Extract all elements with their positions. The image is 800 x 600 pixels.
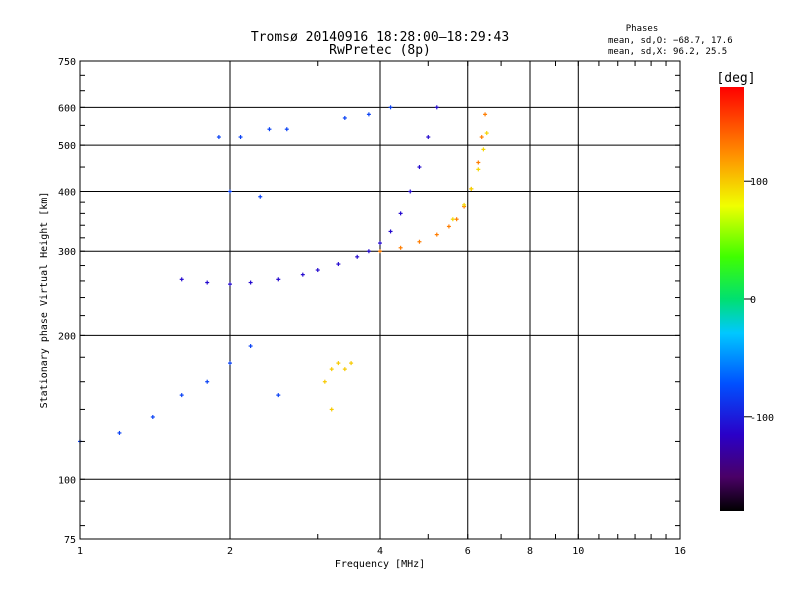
echo-point bbox=[276, 277, 281, 282]
echo-point bbox=[349, 361, 354, 366]
echo-point bbox=[336, 361, 341, 366]
echo-point bbox=[417, 239, 422, 244]
echo-point bbox=[398, 211, 403, 216]
colorbar-tick-label: 0 bbox=[750, 295, 756, 306]
echo-point bbox=[179, 393, 184, 398]
phases-heading: Phases bbox=[626, 24, 659, 34]
echo-point bbox=[462, 202, 467, 207]
echo-point bbox=[248, 344, 253, 349]
echo-point bbox=[484, 131, 489, 136]
echo-point bbox=[336, 262, 341, 267]
x-tick-label: 2 bbox=[227, 546, 233, 557]
echo-point bbox=[238, 135, 243, 140]
y-tick-label: 600 bbox=[58, 103, 76, 114]
y-tick-label: 750 bbox=[58, 57, 76, 68]
chart-title: Tromsø 20140916 18:28:00–18:29:43 bbox=[251, 30, 509, 45]
x-axis-label: Frequency [MHz] bbox=[335, 559, 425, 570]
echo-point bbox=[117, 430, 122, 435]
echo-point bbox=[342, 367, 347, 372]
echo-point bbox=[342, 115, 347, 120]
phases-box: Phases mean, sd,O: −68.7, 17.6 mean, sd,… bbox=[608, 24, 733, 57]
y-tick-label: 500 bbox=[58, 141, 76, 152]
echo-point bbox=[479, 135, 484, 140]
echo-point bbox=[248, 280, 253, 285]
echo-point bbox=[366, 112, 371, 117]
echo-point bbox=[434, 105, 439, 110]
echo-point bbox=[228, 361, 232, 366]
phases-line-x: mean, sd,X: 96.2, 25.5 bbox=[608, 47, 727, 57]
echo-point bbox=[476, 167, 481, 172]
chart-subtitle: RwPretec (8p) bbox=[329, 43, 431, 58]
x-tick-label: 8 bbox=[527, 546, 533, 557]
echo-point bbox=[454, 217, 459, 222]
echo-point bbox=[322, 379, 327, 384]
echo-point bbox=[388, 229, 393, 234]
echo-point bbox=[329, 367, 334, 372]
colorbar-tick-label: -100 bbox=[750, 413, 774, 424]
x-tick-label: 1 bbox=[77, 546, 83, 557]
x-tick-label: 4 bbox=[377, 546, 383, 557]
echo-point bbox=[450, 217, 455, 222]
y-tick-label: 100 bbox=[58, 475, 76, 486]
echo-point bbox=[216, 135, 221, 140]
colorbar-tick-label: 100 bbox=[750, 177, 768, 188]
echo-point bbox=[329, 407, 334, 412]
plot-frame bbox=[79, 60, 681, 540]
echo-point bbox=[434, 232, 439, 237]
echo-point bbox=[378, 249, 382, 254]
echo-point bbox=[483, 112, 488, 117]
echo-point bbox=[315, 268, 320, 273]
echo-point bbox=[355, 254, 360, 259]
y-tick-label: 200 bbox=[58, 331, 76, 342]
colorbar-label: [deg] bbox=[716, 71, 755, 86]
grid-lines bbox=[80, 61, 680, 539]
y-tick-label: 400 bbox=[58, 187, 76, 198]
echo-point bbox=[276, 393, 281, 398]
echo-point bbox=[228, 189, 232, 194]
echo-point bbox=[417, 165, 422, 170]
x-tick-label: 16 bbox=[674, 546, 686, 557]
echo-point bbox=[398, 245, 403, 250]
colorbar-ticks: 100 0 -100 bbox=[744, 177, 774, 424]
y-tick-label: 75 bbox=[64, 535, 76, 546]
echo-point bbox=[205, 379, 210, 384]
echo-point bbox=[150, 414, 155, 419]
echo-point bbox=[481, 147, 486, 152]
echo-point bbox=[258, 194, 263, 199]
axis-ticks: 1 2 4 6 8 10 16 75 100 200 300 400 500 600 750 bbox=[58, 57, 686, 557]
echo-point bbox=[366, 249, 371, 254]
echo-point bbox=[228, 282, 232, 287]
echo-point bbox=[378, 241, 382, 246]
y-tick-label: 300 bbox=[58, 247, 76, 258]
echo-point bbox=[426, 135, 431, 140]
echo-point bbox=[388, 105, 393, 110]
phases-line-o: mean, sd,O: −68.7, 17.6 bbox=[608, 36, 733, 46]
echo-points bbox=[78, 105, 489, 444]
x-tick-label: 10 bbox=[572, 546, 584, 557]
echo-point bbox=[476, 160, 481, 165]
echo-point bbox=[205, 280, 210, 285]
echo-point bbox=[408, 189, 413, 194]
echo-point bbox=[300, 272, 305, 277]
echo-point bbox=[284, 127, 289, 132]
y-axis-label: Stationary phase Virtual Height [km] bbox=[39, 192, 50, 409]
echo-point bbox=[446, 224, 451, 229]
echo-point bbox=[469, 186, 474, 191]
echo-point bbox=[267, 127, 272, 132]
colorbar-gradient bbox=[720, 87, 744, 511]
colorbar: [deg] 100 0 -100 bbox=[716, 71, 774, 511]
echo-point bbox=[179, 277, 184, 282]
x-tick-label: 6 bbox=[465, 546, 471, 557]
